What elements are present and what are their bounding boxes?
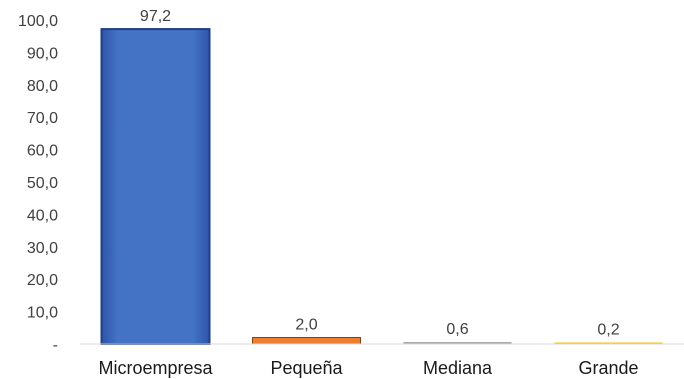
y-tick-label: 80,0 (27, 78, 58, 95)
y-tick-label: - (53, 337, 58, 354)
category-label: Grande (578, 358, 638, 378)
y-tick-label: 50,0 (27, 175, 58, 192)
x-axis: Microempresa Pequeña Mediana Grande (80, 343, 684, 378)
bar-mediana (403, 342, 512, 344)
bars (100, 28, 663, 346)
y-tick-label: 20,0 (27, 272, 58, 289)
y-tick-label: 10,0 (27, 305, 58, 322)
data-label: 0,2 (597, 322, 619, 339)
data-label: 97,2 (140, 8, 171, 25)
category-label: Mediana (423, 358, 493, 378)
data-labels: 97,2 2,0 0,6 0,2 (140, 8, 620, 338)
y-tick-label: 70,0 (27, 110, 58, 127)
data-label: 0,6 (446, 321, 468, 338)
data-label: 2,0 (295, 317, 317, 334)
y-tick-label: 100,0 (18, 13, 58, 30)
bar-grande (554, 342, 663, 344)
bar-pequeña (252, 337, 361, 345)
bar-microempresa (100, 28, 211, 346)
y-tick-label: 30,0 (27, 240, 58, 257)
y-tick-label: 40,0 (27, 207, 58, 224)
y-tick-label: 90,0 (27, 45, 58, 62)
y-tick-label: 60,0 (27, 143, 58, 160)
category-label: Microempresa (98, 358, 213, 378)
category-label: Pequeña (270, 358, 343, 378)
y-axis: - 10,0 20,0 30,0 40,0 50,0 60,0 70,0 80,0 90,0 100… (18, 13, 58, 354)
